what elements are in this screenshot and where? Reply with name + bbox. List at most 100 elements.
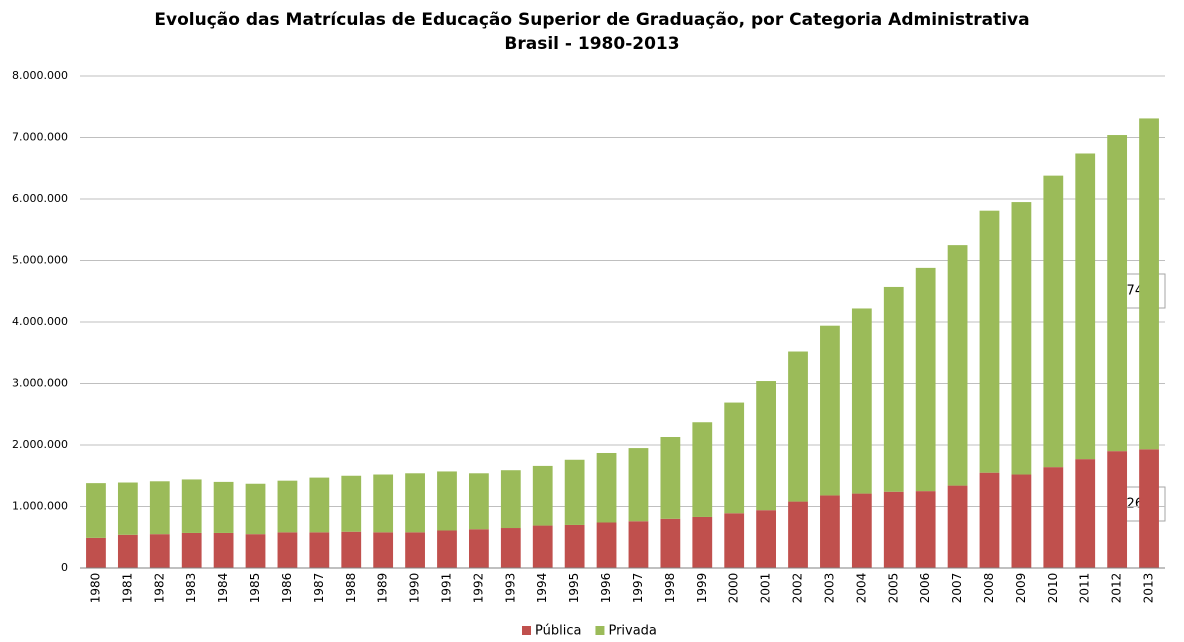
bar-segment [309, 477, 330, 533]
bar-segment [149, 481, 170, 535]
bar-segment [532, 465, 553, 526]
bar-segment [660, 437, 681, 519]
legend-label: Pública [535, 624, 581, 639]
x-tick-label: 1990 [408, 573, 422, 604]
chart-title: Evolução das Matrículas de Educação Supe… [154, 10, 1029, 30]
bar-segment [373, 532, 394, 568]
x-tick-label: 2000 [727, 573, 741, 604]
x-tick-label: 1997 [631, 573, 645, 604]
bar-segment [883, 286, 904, 492]
bar-segment [1011, 202, 1032, 475]
bar-segment [724, 513, 745, 568]
y-tick-label: 3.000.000 [12, 377, 68, 390]
bar-segment [117, 482, 138, 535]
x-tick-label: 2005 [886, 573, 900, 604]
bar-segment [915, 267, 936, 492]
bar-segment [341, 531, 362, 568]
bar-segment [341, 475, 362, 532]
legend-swatch [595, 626, 605, 635]
bar-segment [437, 530, 457, 568]
bar-segment [405, 473, 425, 533]
x-tick-label: 2007 [950, 573, 964, 604]
x-tick-label: 2009 [1014, 573, 1028, 604]
x-tick-label: 1987 [312, 573, 326, 604]
y-tick-label: 2.000.000 [12, 438, 68, 451]
bar-segment [947, 245, 968, 486]
bar-segment [947, 485, 968, 568]
bar-segment [245, 534, 266, 568]
x-tick-label: 1989 [376, 573, 390, 604]
bar-segment [86, 483, 106, 538]
bar-segment [756, 381, 776, 511]
bar-segment [1107, 451, 1128, 568]
bar-segment [756, 510, 776, 568]
bar-segment [86, 537, 106, 568]
bar-segment [277, 480, 298, 533]
bar-segment [1011, 474, 1032, 568]
bar-segment [437, 471, 457, 531]
x-tick-label: 1988 [344, 573, 358, 604]
bar-segment [820, 325, 840, 496]
x-tick-label: 2006 [918, 573, 932, 604]
bar-segment [628, 521, 649, 568]
bar-segment [1139, 449, 1159, 568]
bar-segment [1075, 153, 1096, 460]
bar-segment [500, 470, 521, 529]
y-tick-label: 1.000.000 [12, 500, 68, 513]
bar-segment [405, 532, 425, 568]
y-tick-label: 0 [61, 561, 68, 574]
x-tick-label: 2001 [759, 573, 773, 604]
bar-segment [245, 483, 266, 535]
x-tick-label: 2002 [791, 573, 805, 604]
bar-segment [213, 532, 234, 568]
bar-segment [628, 448, 649, 522]
bar-segment [788, 351, 808, 502]
y-tick-label: 5.000.000 [12, 254, 68, 267]
bar-segment [660, 518, 681, 568]
bar-segment [1075, 459, 1096, 568]
x-tick-label: 1984 [216, 573, 230, 604]
x-tick-label: 1996 [599, 573, 613, 604]
y-tick-label: 7.000.000 [12, 131, 68, 144]
bar-segment [979, 472, 1000, 568]
bar-segment [469, 473, 489, 530]
bar-segment [820, 495, 840, 568]
y-tick-label: 4.000.000 [12, 315, 68, 328]
bar-segment [373, 474, 394, 533]
x-tick-label: 1998 [663, 573, 677, 604]
x-tick-label: 1992 [471, 573, 485, 604]
x-tick-label: 2003 [822, 573, 836, 604]
x-tick-label: 1982 [152, 573, 166, 604]
bar-segment [564, 524, 585, 568]
bar-segment [1043, 175, 1064, 468]
bar-segment [851, 308, 872, 494]
bar-segment [851, 493, 872, 568]
x-tick-label: 1995 [567, 573, 581, 604]
x-tick-label: 1980 [88, 573, 102, 604]
bar-segment [788, 501, 808, 568]
x-tick-label: 1999 [695, 573, 709, 604]
x-tick-label: 1985 [248, 573, 262, 604]
bar-segment [596, 452, 617, 523]
bar-segment [309, 532, 330, 568]
x-tick-label: 1986 [280, 573, 294, 604]
x-tick-label: 2008 [982, 573, 996, 604]
x-tick-label: 1993 [503, 573, 517, 604]
x-tick-label: 2013 [1142, 573, 1156, 604]
bar-segment [596, 522, 617, 568]
x-tick-label: 1991 [439, 573, 453, 604]
legend-swatch [522, 626, 531, 635]
bar-segment [564, 459, 585, 525]
x-tick-label: 2011 [1078, 573, 1092, 604]
bar-segment [532, 525, 553, 568]
bar-segment [181, 532, 202, 568]
bar-segment [1139, 118, 1159, 450]
bar-segment [724, 402, 745, 514]
bar-segment [692, 516, 713, 568]
legend-label: Privada [608, 624, 656, 639]
x-tick-label: 2004 [854, 573, 868, 604]
y-tick-label: 6.000.000 [12, 192, 68, 205]
x-tick-label: 1994 [535, 573, 549, 604]
bar-segment [883, 491, 904, 568]
